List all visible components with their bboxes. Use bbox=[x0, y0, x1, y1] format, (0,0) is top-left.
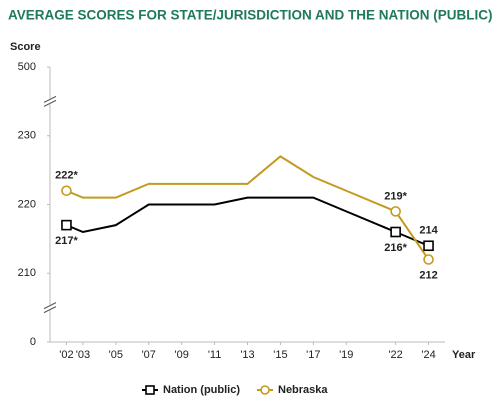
x-tick-label: '03 bbox=[76, 349, 90, 361]
legend-marker bbox=[145, 385, 155, 395]
y-tick-label: 230 bbox=[18, 130, 36, 142]
marker bbox=[423, 240, 434, 252]
chart-title: AVERAGE SCORES FOR STATE/JURISDICTION AN… bbox=[8, 8, 493, 23]
value-label: 217* bbox=[55, 235, 78, 247]
x-tick-label: '11 bbox=[208, 349, 222, 361]
marker bbox=[390, 226, 401, 238]
marker bbox=[61, 185, 72, 197]
y-tick-label: 210 bbox=[18, 267, 36, 279]
axis-break-gap bbox=[44, 304, 56, 311]
legend-label: Nation (public) bbox=[163, 384, 240, 396]
y-tick-label: 220 bbox=[18, 198, 36, 210]
x-tick-label: '15 bbox=[273, 349, 287, 361]
x-tick-label: '19 bbox=[339, 349, 353, 361]
x-tick-label: '05 bbox=[109, 349, 123, 361]
value-label: 219* bbox=[384, 190, 407, 202]
x-tick-label: '13 bbox=[240, 349, 254, 361]
axis-break bbox=[43, 99, 57, 107]
axis-break bbox=[43, 306, 57, 314]
y-tick-label: 0 bbox=[30, 336, 36, 348]
value-label: 216* bbox=[384, 242, 407, 254]
marker bbox=[390, 206, 401, 217]
x-axis-label: Year bbox=[452, 349, 476, 361]
series-line bbox=[66, 196, 429, 247]
x-tick-label: '24 bbox=[421, 349, 435, 361]
value-label: 222* bbox=[55, 170, 78, 182]
x-tick-label: '17 bbox=[306, 349, 320, 361]
legend-label: Nebraska bbox=[278, 384, 328, 396]
marker bbox=[61, 219, 72, 231]
series-line bbox=[66, 155, 430, 261]
x-tick-label: '22 bbox=[388, 349, 402, 361]
legend-marker bbox=[260, 385, 270, 395]
y-axis-label: Score bbox=[10, 41, 41, 53]
value-label: 214 bbox=[419, 225, 438, 237]
axis-break bbox=[43, 95, 57, 103]
x-tick-label: '07 bbox=[142, 349, 156, 361]
marker bbox=[423, 254, 434, 265]
axis-break-gap bbox=[44, 98, 56, 105]
value-label: 212 bbox=[419, 269, 437, 281]
x-tick-label: '02 bbox=[59, 349, 73, 361]
x-tick-label: '09 bbox=[174, 349, 188, 361]
axis-break bbox=[43, 302, 57, 310]
y-tick-label: 500 bbox=[18, 61, 36, 73]
